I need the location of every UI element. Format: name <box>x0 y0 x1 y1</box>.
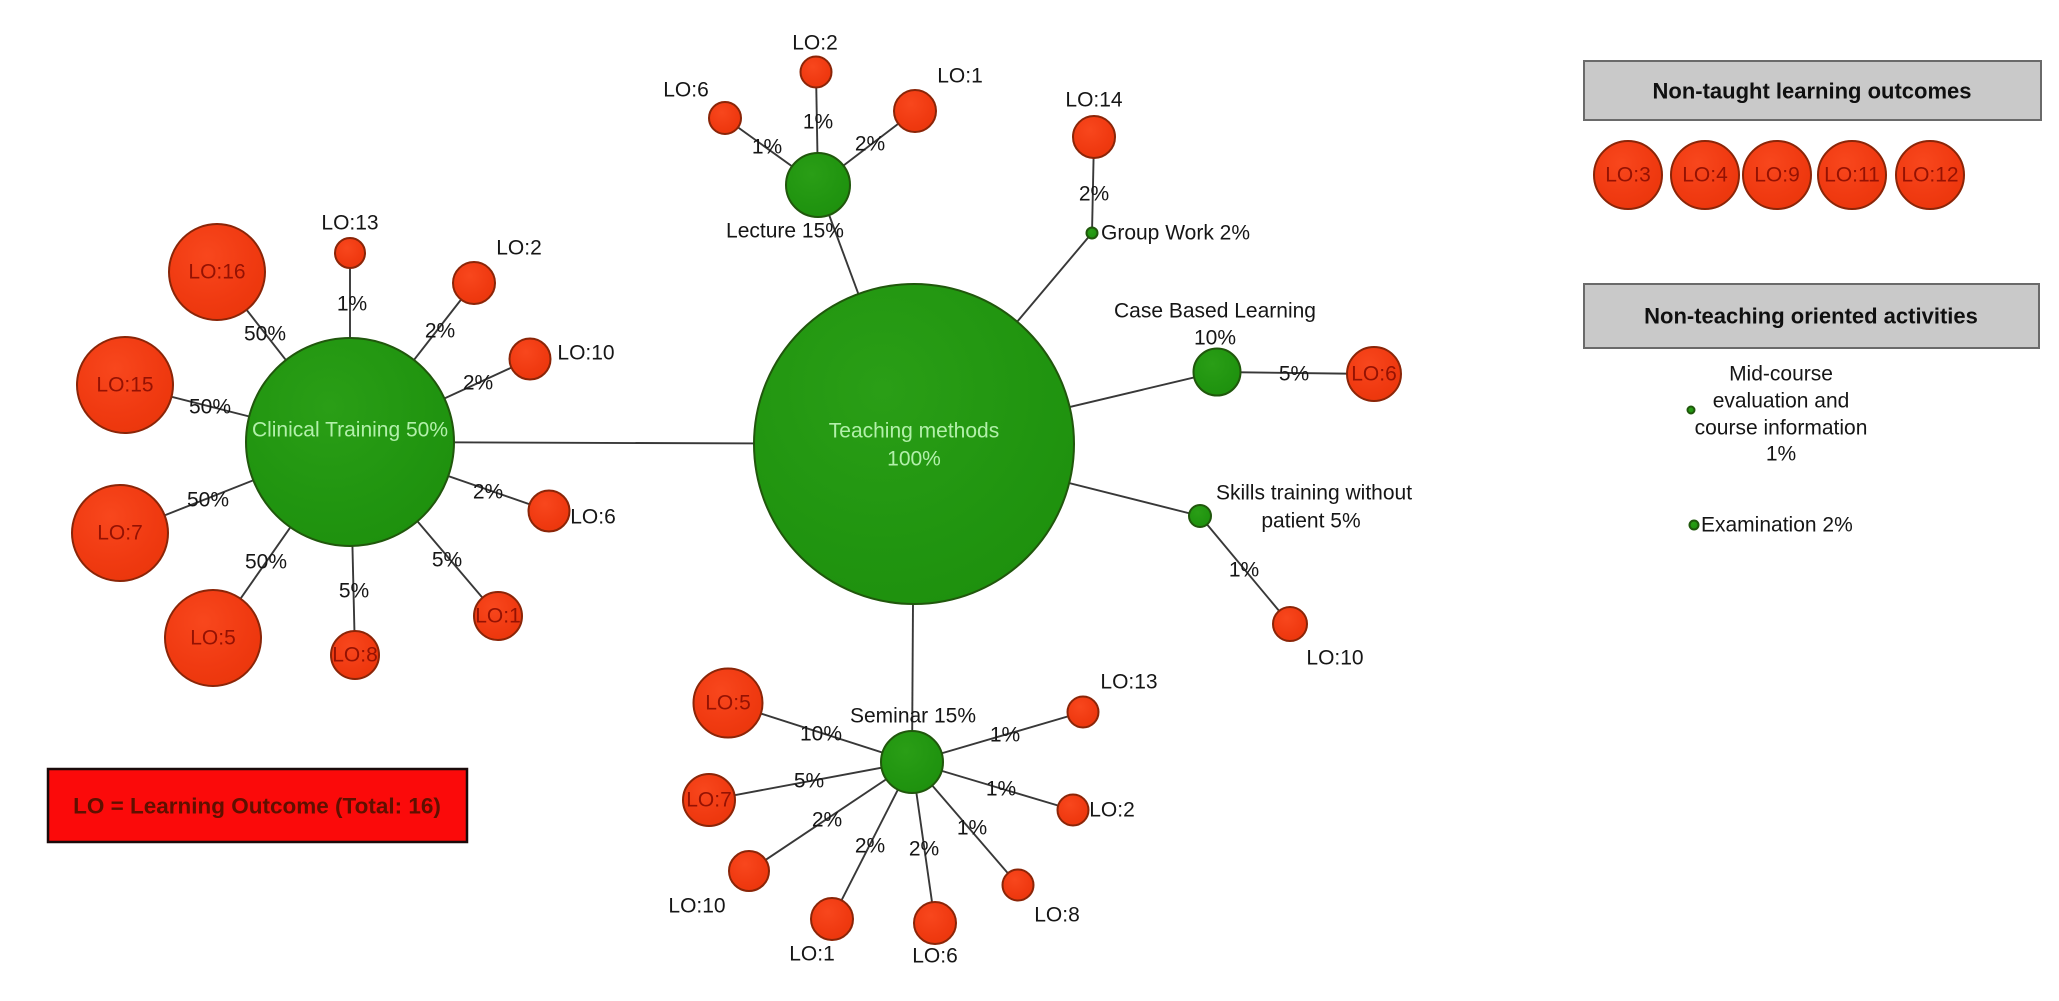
svg-text:1%: 1% <box>990 724 1020 747</box>
svg-text:LO:8: LO:8 <box>332 644 378 667</box>
svg-text:LO:8: LO:8 <box>1034 904 1080 927</box>
svg-text:Skills training without: Skills training without <box>1216 482 1412 505</box>
svg-text:LO:2: LO:2 <box>1089 799 1135 822</box>
svg-text:LO:1: LO:1 <box>937 65 983 88</box>
svg-text:50%: 50% <box>189 396 231 419</box>
svg-text:2%: 2% <box>425 320 455 343</box>
svg-text:1%: 1% <box>752 136 782 159</box>
svg-text:Seminar 15%: Seminar 15% <box>850 705 976 728</box>
svg-text:5%: 5% <box>794 770 824 793</box>
svg-text:50%: 50% <box>244 323 286 346</box>
svg-text:LO:2: LO:2 <box>792 32 838 55</box>
svg-text:LO:13: LO:13 <box>1100 671 1157 694</box>
svg-text:1%: 1% <box>957 817 987 840</box>
svg-text:LO:13: LO:13 <box>321 212 378 235</box>
svg-text:50%: 50% <box>245 551 287 574</box>
svg-text:patient 5%: patient 5% <box>1261 510 1360 533</box>
svg-text:100%: 100% <box>887 448 941 471</box>
svg-text:LO:2: LO:2 <box>496 237 542 260</box>
svg-text:1%: 1% <box>1229 559 1259 582</box>
svg-text:Non-teaching oriented activiti: Non-teaching oriented activities <box>1644 304 1978 329</box>
svg-text:LO:10: LO:10 <box>557 342 614 365</box>
svg-text:LO:1: LO:1 <box>789 943 835 966</box>
svg-text:2%: 2% <box>812 809 842 832</box>
svg-text:LO:7: LO:7 <box>686 789 732 812</box>
svg-text:5%: 5% <box>1279 363 1309 386</box>
svg-text:Examination 2%: Examination 2% <box>1701 514 1853 537</box>
svg-text:LO:12: LO:12 <box>1901 164 1958 187</box>
svg-text:Non-taught learning outcomes: Non-taught learning outcomes <box>1653 79 1972 104</box>
svg-text:5%: 5% <box>432 549 462 572</box>
svg-text:1%: 1% <box>986 778 1016 801</box>
svg-text:LO:6: LO:6 <box>663 79 709 102</box>
svg-text:Clinical Training 50%: Clinical Training 50% <box>252 419 448 442</box>
svg-text:LO:7: LO:7 <box>97 522 143 545</box>
svg-text:LO:14: LO:14 <box>1065 89 1123 112</box>
svg-text:2%: 2% <box>909 838 939 861</box>
svg-text:LO:9: LO:9 <box>1754 164 1800 187</box>
svg-text:2%: 2% <box>855 133 885 156</box>
svg-text:LO:5: LO:5 <box>705 692 751 715</box>
svg-text:LO:5: LO:5 <box>190 627 236 650</box>
svg-text:1%: 1% <box>337 293 367 316</box>
svg-text:Case Based Learning: Case Based Learning <box>1114 300 1316 323</box>
svg-text:1%: 1% <box>1766 443 1796 466</box>
svg-text:LO:6: LO:6 <box>570 506 616 529</box>
svg-text:10%: 10% <box>800 723 842 746</box>
svg-text:LO:3: LO:3 <box>1605 164 1651 187</box>
svg-text:LO:11: LO:11 <box>1824 164 1880 187</box>
svg-text:LO:4: LO:4 <box>1682 164 1728 187</box>
svg-text:50%: 50% <box>187 489 229 512</box>
svg-text:Teaching methods: Teaching methods <box>829 420 999 443</box>
svg-text:LO:6: LO:6 <box>912 945 958 968</box>
svg-text:LO:16: LO:16 <box>188 261 245 284</box>
svg-text:evaluation and: evaluation and <box>1713 390 1850 413</box>
svg-text:LO:6: LO:6 <box>1351 363 1397 386</box>
svg-text:1%: 1% <box>803 111 833 134</box>
svg-text:Group Work 2%: Group Work 2% <box>1101 222 1250 245</box>
svg-text:2%: 2% <box>855 835 885 858</box>
svg-text:10%: 10% <box>1194 327 1236 350</box>
svg-text:2%: 2% <box>463 372 493 395</box>
svg-text:LO:1: LO:1 <box>475 605 521 628</box>
svg-text:course information: course information <box>1695 417 1868 440</box>
svg-text:5%: 5% <box>339 580 369 603</box>
svg-text:2%: 2% <box>473 481 503 504</box>
svg-text:2%: 2% <box>1079 183 1109 206</box>
svg-text:Lecture 15%: Lecture 15% <box>726 220 844 243</box>
svg-text:Mid-course: Mid-course <box>1729 363 1833 386</box>
svg-text:LO = Learning Outcome (Total:: LO = Learning Outcome (Total: 16) <box>73 794 441 819</box>
svg-text:LO:10: LO:10 <box>1306 647 1363 670</box>
svg-text:LO:10: LO:10 <box>668 895 725 918</box>
svg-text:LO:15: LO:15 <box>96 374 153 397</box>
